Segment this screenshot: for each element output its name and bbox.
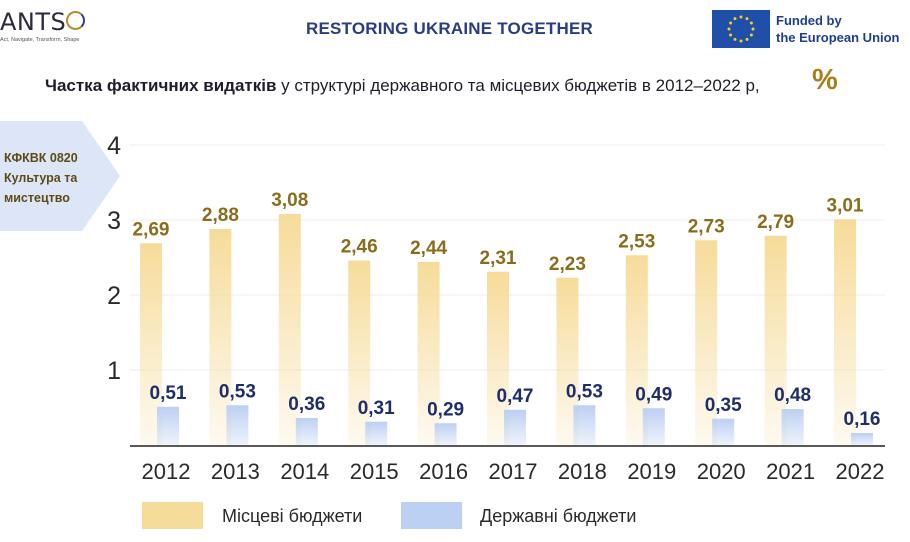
data-label-state: 0,53 bbox=[219, 381, 256, 402]
data-label-local: 2,88 bbox=[202, 205, 239, 226]
side-label-arrow bbox=[0, 121, 120, 231]
legend-swatch-state bbox=[401, 502, 462, 529]
bar-local bbox=[695, 240, 718, 445]
x-tick-label: 2018 bbox=[558, 459, 607, 484]
side-label-line-2: Культура та bbox=[4, 171, 78, 185]
bar-state bbox=[573, 405, 596, 445]
bar-state bbox=[504, 409, 526, 445]
side-label-line-3: мистецтво bbox=[4, 191, 70, 205]
data-label-local: 2,46 bbox=[341, 237, 378, 258]
x-tick-label: 2016 bbox=[419, 459, 468, 484]
logo-text: ANTS bbox=[0, 8, 67, 36]
chart-subtitle: Частка фактичних видатків у структурі де… bbox=[45, 76, 760, 96]
bar-local bbox=[625, 255, 648, 445]
logo-ring-icon bbox=[66, 11, 85, 30]
x-tick-label: 2020 bbox=[697, 459, 746, 484]
y-tick-label: 1 bbox=[107, 357, 121, 385]
data-label-local: 2,53 bbox=[618, 231, 655, 252]
chart-legend: Місцеві бюджети Державні бюджети bbox=[0, 502, 910, 532]
eu-line-2: the European Union bbox=[776, 30, 900, 45]
data-label-state: 0,35 bbox=[705, 395, 742, 416]
legend-swatch-local bbox=[142, 502, 203, 529]
antso-logo: ANTS Act, Navigate, Transform, Shape bbox=[0, 8, 85, 43]
y-tick-label: 4 bbox=[107, 132, 121, 160]
bar-state bbox=[781, 409, 804, 445]
bar-state bbox=[851, 433, 873, 445]
data-label-local: 3,08 bbox=[271, 190, 308, 211]
x-tick-label: 2015 bbox=[350, 459, 399, 484]
data-label-state: 0,29 bbox=[427, 399, 464, 420]
bar-local bbox=[348, 260, 371, 445]
x-tick-label: 2014 bbox=[280, 459, 329, 484]
eu-flag-icon bbox=[712, 10, 770, 48]
x-tick-label: 2012 bbox=[142, 459, 191, 484]
bar-local bbox=[140, 243, 162, 445]
data-label-local: 2,69 bbox=[133, 219, 170, 240]
bar-local bbox=[556, 277, 579, 445]
side-label-line-1: КФКВК 0820 bbox=[4, 151, 78, 165]
eu-line-1: Funded by bbox=[776, 13, 842, 28]
x-tick-label: 2013 bbox=[211, 459, 260, 484]
data-label-state: 0,36 bbox=[288, 394, 325, 415]
data-label-state: 0,16 bbox=[844, 409, 881, 430]
percent-unit: % bbox=[812, 64, 838, 96]
bar-state bbox=[642, 408, 665, 445]
data-label-state: 0,48 bbox=[774, 385, 811, 406]
legend-label-local: Місцеві бюджети bbox=[222, 506, 363, 526]
x-tick-label: 2017 bbox=[489, 459, 538, 484]
x-tick-label: 2019 bbox=[627, 459, 676, 484]
data-label-local: 2,23 bbox=[549, 254, 586, 275]
y-tick-label: 3 bbox=[107, 207, 121, 235]
data-label-state: 0,49 bbox=[635, 384, 672, 405]
x-tick-label: 2021 bbox=[766, 459, 815, 484]
bar-local bbox=[278, 214, 301, 445]
data-label-local: 2,31 bbox=[480, 248, 517, 269]
subtitle-rest: у структурі державного та місцевих бюдже… bbox=[276, 76, 760, 95]
header-title: RESTORING UKRAINE TOGETHER bbox=[306, 19, 593, 38]
data-label-state: 0,47 bbox=[497, 386, 534, 407]
bar-chart: 2,69 0,51 2,88 0,53 3,08 0,36 2,46 0,31 2,44 0,29… bbox=[107, 132, 885, 484]
bar-state bbox=[434, 423, 457, 445]
x-tick-label: 2022 bbox=[836, 459, 885, 484]
bar-local bbox=[209, 229, 232, 445]
subtitle-bold: Частка фактичних видатків bbox=[45, 76, 277, 95]
y-tick-label: 2 bbox=[107, 282, 121, 310]
data-label-local: 3,01 bbox=[827, 195, 864, 216]
bar-local bbox=[417, 262, 440, 445]
bar-local bbox=[764, 235, 787, 445]
data-label-local: 2,44 bbox=[410, 238, 447, 259]
data-label-local: 2,79 bbox=[757, 212, 794, 233]
bar-local bbox=[487, 271, 509, 445]
bar-state bbox=[157, 406, 179, 445]
data-label-state: 0,51 bbox=[150, 383, 187, 404]
side-label: КФКВК 0820 Культура та мистецтво bbox=[4, 148, 78, 208]
bar-state bbox=[712, 418, 735, 445]
bar-state bbox=[226, 405, 249, 445]
data-label-local: 2,73 bbox=[688, 216, 725, 237]
logo-tagline: Act, Navigate, Transform, Shape bbox=[0, 37, 80, 43]
bar-local bbox=[834, 219, 856, 445]
legend-label-state: Державні бюджети bbox=[480, 506, 637, 526]
data-label-state: 0,53 bbox=[566, 381, 603, 402]
bar-state bbox=[295, 418, 318, 445]
eu-funding-text: Funded by the European Union bbox=[776, 12, 900, 46]
data-label-state: 0,31 bbox=[358, 398, 395, 419]
bar-state bbox=[365, 421, 388, 445]
